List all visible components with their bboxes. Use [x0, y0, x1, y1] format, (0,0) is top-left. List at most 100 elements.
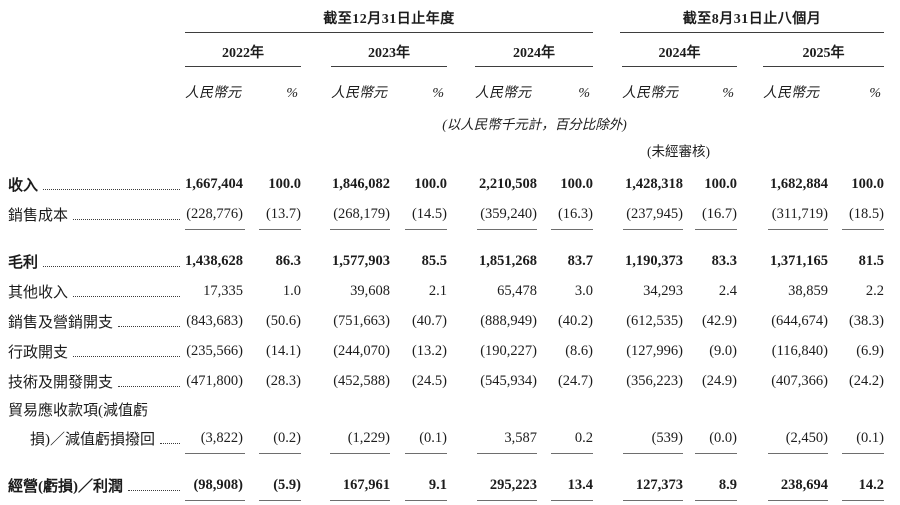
cell-amount: (888,949) — [480, 312, 537, 329]
dot-leader — [160, 442, 180, 444]
row-label-text: 損)／減值虧損撥回 — [30, 431, 155, 448]
column-rule — [695, 453, 737, 454]
row-label: 毛利 — [8, 251, 185, 272]
table-row: 行政開支 (235,566) (14.1) (244,070) (13.2) (190,2… — [8, 336, 892, 366]
row-label: 銷售及營銷開支 — [8, 311, 185, 332]
cell-amount: (356,223) — [626, 372, 683, 389]
group-header-annual: 截至12月31日止年度 — [185, 8, 593, 33]
table-row: 銷售成本 (228,776) (13.7) (268,179) (14.5) (359,2… — [8, 199, 892, 229]
subheader-pair: 人民幣元 % — [622, 82, 737, 102]
group-header-eight-months: 截至8月31日止八個月 — [620, 8, 884, 33]
row-label-text: 收入 — [8, 177, 39, 194]
dot-leader — [118, 385, 180, 387]
dot-leader — [118, 325, 180, 327]
cell-amount: 17,335 — [203, 282, 243, 299]
cell-amount: (843,683) — [186, 312, 243, 329]
row-label-text: 貿易應收款項(減值虧 — [8, 403, 148, 419]
table-row: 損)／減值虧損撥回 (3,822) (0.2) (1,229) (0.1) 3,587 0.… — [8, 423, 892, 453]
cell-amount: (1,229) — [347, 429, 390, 446]
cell-percent: 13.4 — [567, 476, 593, 493]
cell-percent: (50.6) — [265, 312, 301, 329]
year-2025-interim: 2025年 — [763, 42, 884, 67]
cell-percent: (24.5) — [411, 372, 447, 389]
cell-percent: 9.1 — [428, 476, 447, 493]
column-rule — [405, 229, 447, 230]
cell-percent: (0.0) — [709, 429, 737, 446]
cell-amount: 34,293 — [643, 282, 683, 299]
table-row: 收入 1,667,404 100.0 1,846,082 100.0 2,210,508 1… — [8, 169, 892, 199]
cell-amount: 1,577,903 — [332, 252, 390, 269]
cell-amount: (244,070) — [333, 342, 390, 359]
cell-amount: 3,587 — [504, 429, 537, 446]
percent-label: % — [578, 86, 590, 101]
dot-leader — [43, 188, 180, 190]
cell-percent: (14.1) — [265, 342, 301, 359]
cell-percent: (13.7) — [265, 205, 301, 222]
cell-percent: (24.7) — [557, 372, 593, 389]
unit-note: (以人民幣千元計，百分比除外) — [442, 117, 627, 132]
cell-percent: 100.0 — [704, 175, 737, 192]
row-label: 貿易應收款項(減值虧 — [8, 399, 185, 420]
cell-percent: 14.2 — [858, 476, 884, 493]
cell-amount: 1,851,268 — [479, 252, 537, 269]
cell-percent: 100.0 — [560, 175, 593, 192]
cell-percent: 85.5 — [421, 252, 447, 269]
cell-amount: 39,608 — [350, 282, 390, 299]
unit-note-row: (以人民幣千元計，百分比除外) — [8, 113, 892, 133]
column-rule — [259, 229, 301, 230]
cell-amount: (237,945) — [626, 205, 683, 222]
cell-amount: 1,371,165 — [770, 252, 828, 269]
cell-percent: (8.6) — [565, 342, 593, 359]
year-2024: 2024年 — [475, 42, 593, 67]
column-rule — [259, 453, 301, 454]
currency-label: 人民幣元 — [475, 86, 531, 101]
subheader-row: 人民幣元 % 人民幣元 % 人民幣元 % 人民幣元 % 人民幣元 % — [8, 82, 892, 102]
cell-percent: (18.5) — [848, 205, 884, 222]
cell-amount: (228,776) — [186, 205, 243, 222]
row-label: 銷售成本 — [8, 204, 185, 225]
cell-percent: 1.0 — [282, 282, 301, 299]
year-header-row: 2022年 2023年 2024年 2024年 2025年 — [8, 42, 892, 67]
column-rule — [842, 453, 884, 454]
cell-amount: 1,428,318 — [625, 175, 683, 192]
cell-percent: (9.0) — [709, 342, 737, 359]
cell-percent: 2.2 — [865, 282, 884, 299]
cell-amount: (3,822) — [200, 429, 243, 446]
year-2024-interim: 2024年 — [622, 42, 737, 67]
table-row: 技術及開發開支 (471,800) (28.3) (452,588) (24.5) (54… — [8, 366, 892, 396]
cell-percent: 100.0 — [268, 175, 301, 192]
cell-percent: (38.3) — [848, 312, 884, 329]
cell-amount: 2,210,508 — [479, 175, 537, 192]
cell-amount: (407,366) — [771, 372, 828, 389]
cell-percent: 81.5 — [858, 252, 884, 269]
cell-amount: (612,535) — [626, 312, 683, 329]
row-label-text: 經營(虧損)／利潤 — [8, 478, 123, 495]
dot-leader — [128, 489, 180, 491]
cell-amount: (311,719) — [771, 205, 828, 222]
cell-percent: (16.7) — [701, 205, 737, 222]
cell-percent: (5.9) — [273, 476, 301, 493]
rule-row — [8, 453, 892, 458]
column-rule — [623, 453, 683, 454]
table-row: 銷售及營銷開支 (843,683) (50.6) (751,663) (40.7) (88… — [8, 306, 892, 336]
subheader-pair: 人民幣元 % — [331, 82, 447, 102]
row-label: 行政開支 — [8, 341, 185, 362]
cell-amount: (359,240) — [480, 205, 537, 222]
cell-amount: 65,478 — [497, 282, 537, 299]
cell-amount: (2,450) — [785, 429, 828, 446]
percent-label: % — [432, 86, 444, 101]
row-label: 經營(虧損)／利潤 — [8, 475, 185, 496]
cell-amount: (452,588) — [333, 372, 390, 389]
row-label: 技術及開發開支 — [8, 371, 185, 392]
rule-row — [8, 229, 892, 234]
cell-percent: 8.9 — [718, 476, 737, 493]
cell-percent: 2.1 — [428, 282, 447, 299]
dot-leader — [73, 218, 180, 220]
year-2023: 2023年 — [331, 42, 447, 67]
row-label-text: 技術及開發開支 — [8, 374, 114, 391]
cell-amount: 1,667,404 — [185, 175, 243, 192]
subheader-pair: 人民幣元 % — [475, 82, 593, 102]
cell-amount: (190,227) — [480, 342, 537, 359]
cell-percent: (13.2) — [411, 342, 447, 359]
dot-leader — [73, 355, 180, 357]
